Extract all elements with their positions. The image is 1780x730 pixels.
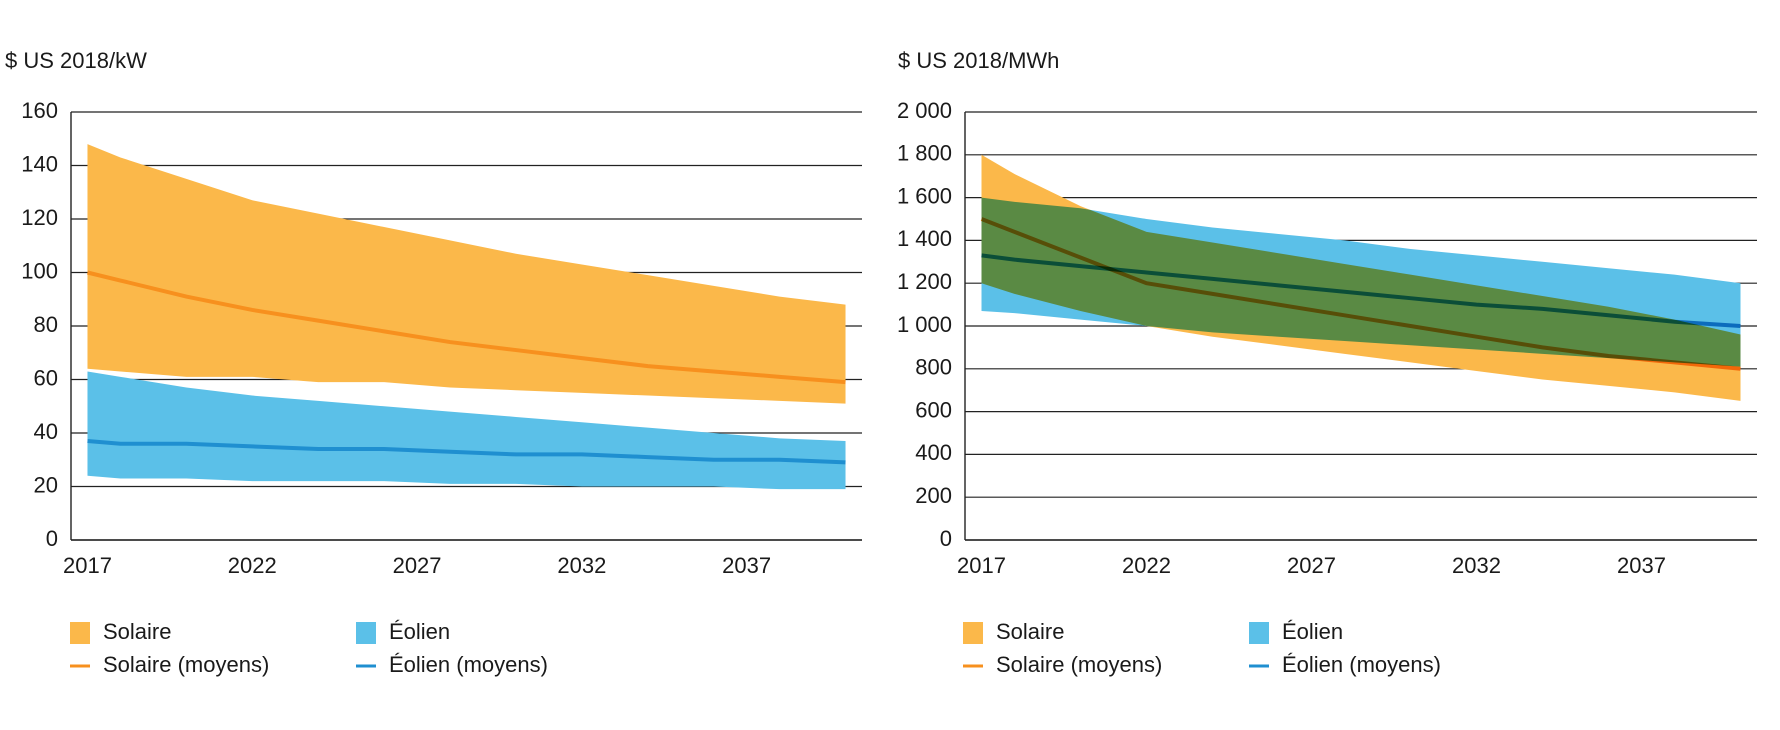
legend-swatch	[963, 622, 983, 644]
y-tick-label: 2 000	[897, 98, 952, 123]
y-tick-label: 60	[34, 365, 58, 390]
legend-label: Éolien (moyens)	[389, 652, 548, 677]
y-tick-label: 140	[21, 151, 58, 176]
legend-swatch	[70, 622, 90, 644]
y-tick-label: 1 800	[897, 141, 952, 166]
y-axis-label: $ US 2018/kW	[5, 48, 147, 73]
range-area	[87, 371, 846, 490]
mean-line	[87, 439, 846, 465]
y-tick-label: 100	[21, 258, 58, 283]
y-tick-label: 0	[46, 526, 58, 551]
y-tick-label: 800	[915, 355, 952, 380]
y-tick-label: 1 400	[897, 226, 952, 251]
x-tick-label: 2017	[957, 553, 1006, 578]
y-tick-label: 0	[940, 526, 952, 551]
range-area	[87, 144, 846, 404]
legend-label: Solaire	[103, 619, 171, 644]
chart: $ US 2018/MWh 0 200 400 600 800 1 000 1 200 1 40…	[897, 48, 1757, 677]
legend-label: Éolien	[389, 619, 450, 644]
legend-swatch	[1249, 622, 1269, 644]
y-axis-label: $ US 2018/MWh	[898, 48, 1059, 73]
y-tick-label: 400	[915, 440, 952, 465]
x-tick-label: 2027	[1287, 553, 1336, 578]
legend-label: Solaire	[996, 619, 1064, 644]
range-area	[981, 197, 1741, 367]
areas	[87, 144, 846, 490]
legend-label: Solaire (moyens)	[103, 652, 269, 677]
y-tick-label: 40	[34, 419, 58, 444]
x-tick-label: 2037	[1617, 553, 1666, 578]
legend-label: Éolien	[1282, 619, 1343, 644]
y-tick-label: 1 600	[897, 183, 952, 208]
chart: $ US 2018/kW 0 20 40 60 80 100 120 140 160 2017 202…	[5, 48, 862, 677]
x-tick-label: 2022	[1122, 553, 1171, 578]
y-tick-label: 600	[915, 397, 952, 422]
y-tick-label: 20	[34, 472, 58, 497]
y-tick-label: 80	[34, 312, 58, 337]
x-tick-label: 2032	[1452, 553, 1501, 578]
x-tick-label: 2017	[63, 553, 112, 578]
x-tick-label: 2032	[557, 553, 606, 578]
x-tick-label: 2037	[722, 553, 771, 578]
y-tick-label: 200	[915, 483, 952, 508]
y-tick-label: 160	[21, 98, 58, 123]
x-tick-label: 2022	[228, 553, 277, 578]
areas	[980, 154, 1741, 401]
x-tick-label: 2027	[393, 553, 442, 578]
mean-line	[87, 270, 846, 385]
legend-label: Solaire (moyens)	[996, 652, 1162, 677]
mean-line	[981, 253, 1741, 328]
y-tick-label: 120	[21, 205, 58, 230]
legend-swatch	[356, 622, 376, 644]
y-tick-label: 1 200	[897, 269, 952, 294]
y-tick-label: 1 000	[897, 312, 952, 337]
mean-line	[980, 217, 1741, 371]
legend-label: Éolien (moyens)	[1282, 652, 1441, 677]
